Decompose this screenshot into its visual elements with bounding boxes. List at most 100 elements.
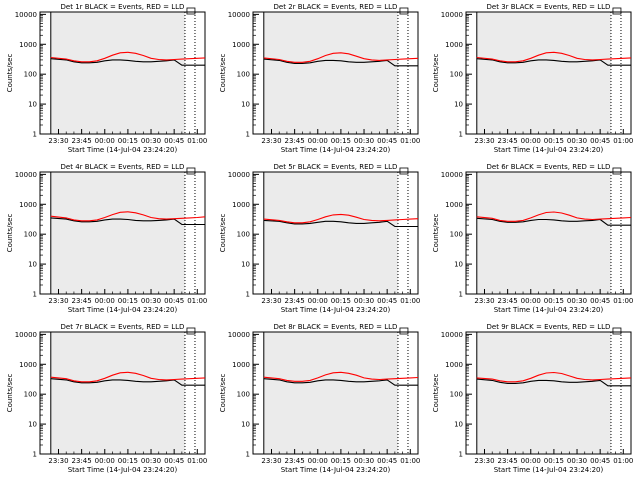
small-marker-box [399,327,409,335]
detector-panel: 1 10 100 1000 10000 23:30 23:45 00:00 00:15 00:30… [0,320,213,480]
detector-chart-svg: 1 10 100 1000 10000 23:30 23:45 00:00 00:15 00:30… [6,163,207,314]
x-tick-label: 01:00 [613,457,633,465]
detector-chart-svg: 1 10 100 1000 10000 23:30 23:45 00:00 00:15 00:30… [432,163,633,314]
y-tick-label: 1 [33,291,37,299]
x-tick-label: 00:30 [354,137,374,145]
x-tick-label: 23:45 [72,297,92,305]
x-tick-label: 00:30 [141,137,161,145]
y-tick-label: 100 [450,391,463,399]
y-tick-label: 1000 [19,361,37,369]
y-tick-label: 1 [246,451,250,459]
x-tick-label: 00:15 [118,457,138,465]
y-tick-label: 1000 [445,201,463,209]
plot-frame [465,11,632,135]
x-tick-label: 23:30 [261,137,281,145]
detector-chart-svg: 1 10 100 1000 10000 23:30 23:45 00:00 00:15 00:30… [432,3,633,154]
x-tick-label: 00:45 [377,137,397,145]
series-line-events [50,378,205,386]
series-line-lld [50,211,206,222]
y-tick-label: 1000 [232,361,250,369]
series-line-events [50,217,205,226]
plot-area [40,172,205,294]
plot-area [40,12,205,134]
detector-chart-svg: 1 10 100 1000 10000 23:30 23:45 00:00 00:15 00:30… [432,323,633,474]
y-tick-label: 10 [241,261,250,269]
x-tick-label: 23:30 [474,297,494,305]
x-tick-label: 00:30 [567,297,587,305]
y-tick-label: 10 [241,101,250,109]
y-tick-label: 1 [33,131,37,139]
plot-area [253,172,418,294]
series-line-lld [50,51,206,63]
plot-frame [252,11,419,135]
x-tick-label: 00:30 [567,137,587,145]
y-axis-label: Counts/sec [6,374,14,413]
x-tick-label: 23:45 [498,457,518,465]
series-line-events [263,378,418,386]
small-marker-box [186,167,196,175]
y-axis-label: Counts/sec [6,54,14,93]
x-tick-label: 00:15 [544,297,564,305]
x-tick-label: 23:30 [48,457,68,465]
y-axis-label: Counts/sec [219,374,227,413]
plot-area [40,332,205,454]
chart-title: Det 5r BLACK = Events, RED = LLD [274,163,398,171]
y-tick-label: 1 [459,451,463,459]
x-tick-label: 00:45 [164,457,184,465]
y-tick-label: 100 [237,231,250,239]
detector-panel: 1 10 100 1000 10000 23:30 23:45 00:00 00:15 00:30… [0,160,213,320]
y-tick-label: 100 [450,231,463,239]
plot-area [253,12,418,134]
detector-chart-svg: 1 10 100 1000 10000 23:30 23:45 00:00 00:15 00:30… [219,3,420,154]
detector-panel: 1 10 100 1000 10000 23:30 23:45 00:00 00:15 00:30… [0,0,213,160]
y-tick-label: 10 [454,261,463,269]
x-tick-label: 01:00 [400,297,420,305]
y-tick-label: 1000 [19,201,37,209]
chart-title: Det 1r BLACK = Events, RED = LLD [61,3,185,11]
y-tick-label: 10000 [228,171,250,179]
x-tick-label: 00:15 [331,297,351,305]
x-tick-label: 01:00 [187,457,207,465]
detector-panel: 1 10 100 1000 10000 23:30 23:45 00:00 00:15 00:30… [426,0,639,160]
x-tick-label: 23:30 [48,137,68,145]
x-tick-label: 00:15 [544,137,564,145]
x-tick-label: 01:00 [187,297,207,305]
x-tick-label: 01:00 [613,297,633,305]
x-tick-label: 23:45 [72,457,92,465]
small-marker-box [612,7,622,15]
x-tick-label: 00:15 [331,137,351,145]
series-line-events [476,58,631,66]
x-tick-label: 00:45 [377,297,397,305]
chart-title: Det 2r BLACK = Events, RED = LLD [274,3,398,11]
detector-panel: 1 10 100 1000 10000 23:30 23:45 00:00 00:15 00:30… [213,0,426,160]
x-tick-label: 00:45 [164,137,184,145]
x-axis-label: Start Time (14-Jul-04 23:24:20) [281,306,391,314]
x-tick-label: 01:00 [613,137,633,145]
small-marker-box [612,167,622,175]
detector-panel: 1 10 100 1000 10000 23:30 23:45 00:00 00:15 00:30… [426,160,639,320]
y-tick-label: 10000 [15,171,37,179]
plot-frame [465,331,632,455]
y-tick-label: 10 [241,421,250,429]
series-line-lld [476,211,632,222]
x-tick-label: 23:30 [48,297,68,305]
y-axis-label: Counts/sec [432,214,440,253]
x-tick-label: 23:30 [474,457,494,465]
y-tick-label: 1 [459,131,463,139]
y-tick-label: 1 [33,451,37,459]
x-tick-label: 01:00 [400,137,420,145]
y-axis-label: Counts/sec [219,214,227,253]
x-tick-label: 00:45 [590,457,610,465]
plot-area [466,12,631,134]
y-tick-label: 10000 [441,331,463,339]
x-tick-label: 00:00 [308,137,328,145]
x-tick-label: 00:45 [164,297,184,305]
x-axis-label: Start Time (14-Jul-04 23:24:20) [281,466,391,474]
y-tick-label: 1000 [445,41,463,49]
series-line-events [476,378,631,387]
x-tick-label: 23:30 [474,137,494,145]
x-tick-label: 23:30 [261,457,281,465]
y-axis-label: Counts/sec [6,214,14,253]
x-tick-label: 00:45 [590,297,610,305]
